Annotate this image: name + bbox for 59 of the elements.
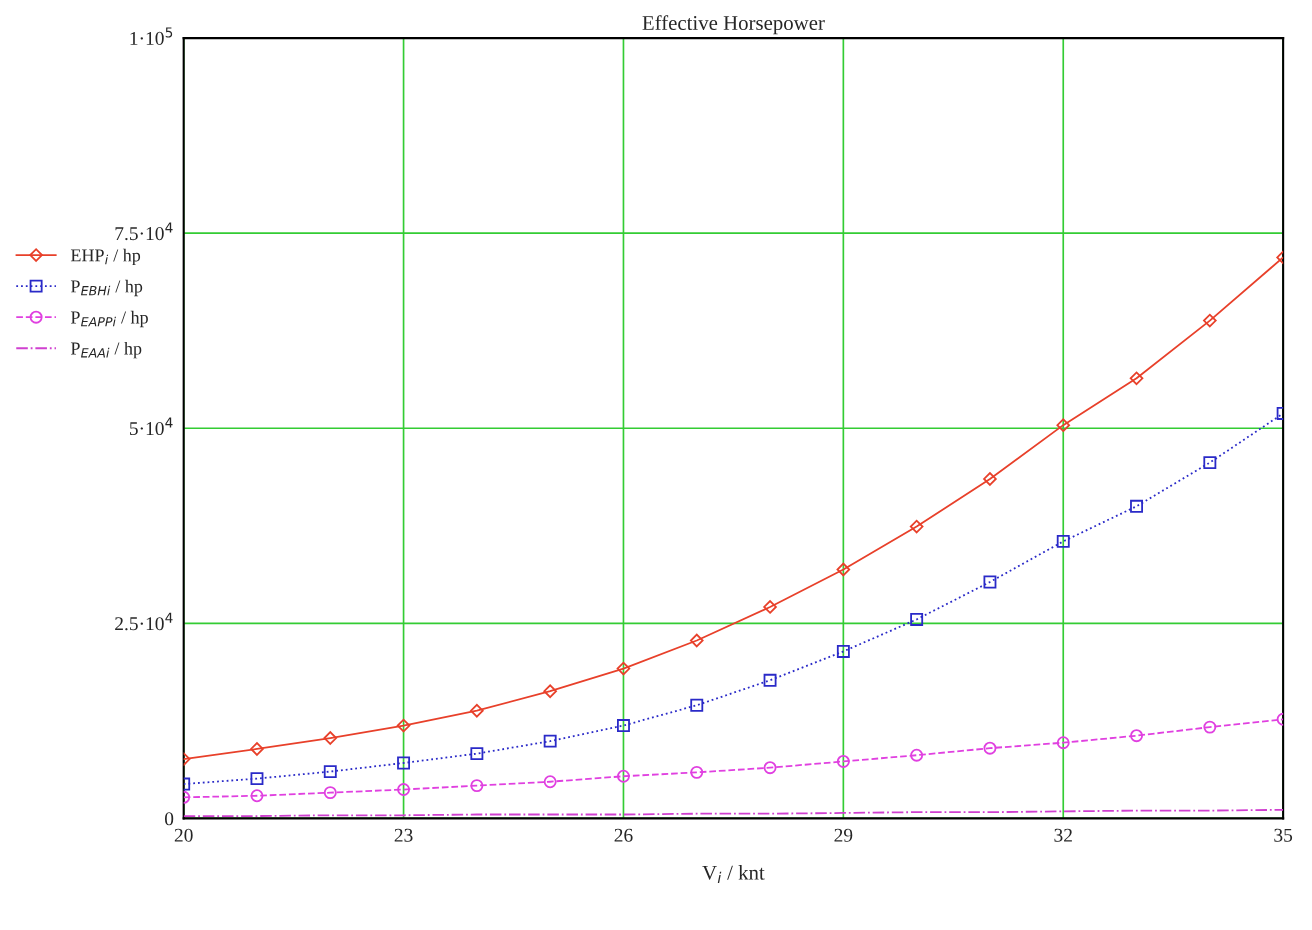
- point: [763, 673, 777, 687]
- x-tick-label: 20: [174, 828, 193, 842]
- point: [543, 775, 557, 789]
- x-axis-title: V$_{i}$ / knt: [702, 865, 765, 883]
- point: [1056, 418, 1071, 432]
- point: [909, 519, 924, 534]
- chart-title: Effective Horsepower: [642, 15, 825, 35]
- point: [1056, 534, 1070, 548]
- point: [617, 769, 630, 783]
- x-tick-label: 23: [394, 828, 413, 842]
- point: [910, 612, 924, 626]
- point: [323, 786, 337, 800]
- point: [983, 741, 997, 755]
- point: [836, 644, 850, 658]
- point: [983, 472, 997, 486]
- point: [250, 789, 264, 803]
- point: [690, 765, 704, 779]
- point: [1203, 313, 1217, 328]
- point: [1129, 371, 1144, 386]
- y-tick-label: 2.5·10$^{4}$: [115, 612, 173, 631]
- legend-label: P$_{EAPPi}$ / hp: [70, 310, 148, 328]
- point: [836, 754, 850, 768]
- y-tick-label: 1·10$^{5}$: [130, 27, 173, 45]
- x-tick-label: 32: [1054, 828, 1072, 842]
- point: [1203, 456, 1217, 470]
- point: [617, 719, 630, 733]
- legend-label: P$_{EBHi}$ / hp: [70, 279, 143, 297]
- point: [323, 765, 337, 779]
- point: [910, 748, 924, 762]
- y-tick-label: 7.5·10$^{4}$: [115, 222, 173, 241]
- legend-label: P$_{EAAi}$ / hp: [70, 341, 142, 359]
- legend-label: EHP$_{i}$ / hp: [70, 248, 141, 266]
- point: [397, 756, 411, 770]
- point: [689, 633, 704, 648]
- point: [983, 575, 997, 589]
- point: [396, 718, 411, 733]
- point: [1056, 736, 1070, 750]
- point: [836, 562, 851, 577]
- point: [543, 734, 557, 748]
- point: [1130, 499, 1144, 513]
- x-tick-label: 35: [1274, 828, 1293, 842]
- point: [763, 600, 777, 614]
- point: [250, 742, 264, 756]
- point: [690, 698, 704, 712]
- point: [250, 772, 264, 786]
- y-tick-label: 0: [164, 812, 174, 826]
- point: [470, 747, 484, 761]
- point: [397, 783, 411, 796]
- point: [543, 684, 557, 699]
- x-tick-label: 29: [834, 828, 853, 842]
- point: [616, 661, 631, 676]
- x-tick-label: 26: [614, 828, 633, 842]
- y-tick-label: 5·10$^{4}$: [129, 417, 173, 436]
- point: [470, 779, 484, 793]
- point: [1203, 720, 1217, 734]
- point: [323, 731, 338, 745]
- point: [470, 703, 484, 718]
- point: [763, 761, 777, 775]
- point: [1130, 729, 1144, 743]
